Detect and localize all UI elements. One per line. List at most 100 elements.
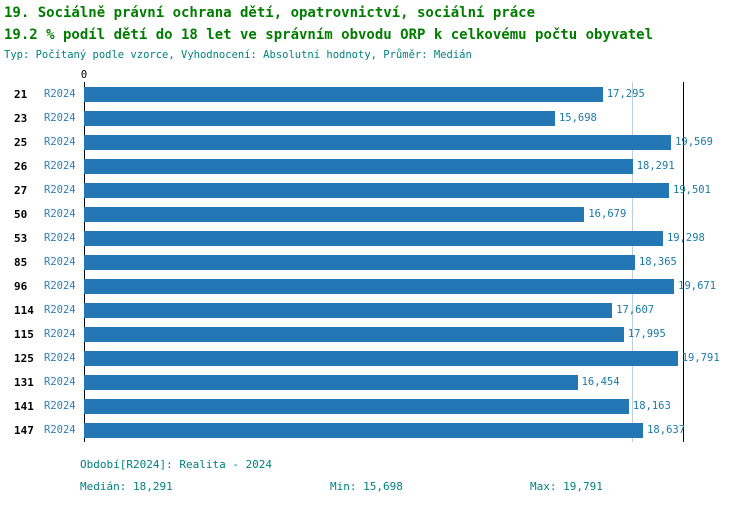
chart-body: 21 R2024 17,295 23 R2024 15,698 25 R2024 19,569 2… bbox=[0, 82, 720, 442]
value-bar: 18,163 bbox=[84, 398, 671, 414]
value-bar: 19,671 bbox=[84, 278, 716, 294]
row-series-label: R2024 bbox=[44, 136, 76, 148]
row-bar-track: 19,671 bbox=[84, 278, 716, 294]
value-bar: 17,295 bbox=[84, 86, 645, 102]
value-bar: 19,791 bbox=[84, 350, 720, 366]
row-series-label: R2024 bbox=[44, 376, 76, 388]
row-category-label: 23 bbox=[14, 111, 28, 125]
value-bar: 17,607 bbox=[84, 302, 654, 318]
row-category-label: 115 bbox=[14, 327, 34, 341]
row-bar-track: 19,298 bbox=[84, 230, 705, 246]
chart-row: 141 R2024 18,163 bbox=[0, 394, 684, 418]
row-bar-track: 19,791 bbox=[84, 350, 720, 366]
chart-row: 114 R2024 17,607 bbox=[0, 298, 684, 322]
chart-row: 85 R2024 18,365 bbox=[0, 250, 684, 274]
value-bar: 19,298 bbox=[84, 230, 705, 246]
chart-row: 27 R2024 19,501 bbox=[0, 178, 711, 202]
row-category-label: 131 bbox=[14, 375, 34, 389]
value-bar: 15,698 bbox=[84, 110, 597, 126]
row-series-label: R2024 bbox=[44, 88, 76, 100]
value-bar: 19,501 bbox=[84, 182, 711, 198]
chart-row: 50 R2024 16,679 bbox=[0, 202, 684, 226]
bar-value-label: 19,671 bbox=[678, 280, 717, 292]
value-bar: 16,454 bbox=[84, 374, 620, 390]
row-category-label: 147 bbox=[14, 423, 34, 437]
row-bar-track: 19,569 bbox=[84, 134, 713, 150]
row-category-label: 125 bbox=[14, 351, 34, 365]
chart-row: 53 R2024 19,298 bbox=[0, 226, 705, 250]
bar-value-label: 15,698 bbox=[558, 112, 597, 124]
chart-row: 115 R2024 17,995 bbox=[0, 322, 684, 346]
row-category-label: 141 bbox=[14, 399, 34, 413]
row-bar-track: 19,501 bbox=[84, 182, 711, 198]
row-category-label: 26 bbox=[14, 159, 28, 173]
value-bar: 18,365 bbox=[84, 254, 677, 270]
row-series-label: R2024 bbox=[44, 280, 76, 292]
row-category-label: 85 bbox=[14, 255, 28, 269]
row-bar-track: 16,679 bbox=[84, 206, 684, 222]
row-bar-track: 15,698 bbox=[84, 110, 684, 126]
bar-value-label: 19,569 bbox=[675, 136, 713, 148]
row-series-label: R2024 bbox=[44, 184, 76, 196]
bar-value-label: 17,995 bbox=[627, 328, 666, 340]
bar-value-label: 16,679 bbox=[588, 208, 627, 220]
value-bar: 17,995 bbox=[84, 326, 666, 342]
chart-row: 23 R2024 15,698 bbox=[0, 106, 684, 130]
chart-row: 26 R2024 18,291 bbox=[0, 154, 684, 178]
bar-value-label: 18,637 bbox=[647, 424, 686, 436]
bar-value-label: 18,365 bbox=[638, 256, 677, 268]
bar-value-label: 19,501 bbox=[673, 184, 711, 196]
row-category-label: 25 bbox=[14, 135, 28, 149]
chart-row: 131 R2024 16,454 bbox=[0, 370, 684, 394]
row-bar-track: 17,995 bbox=[84, 326, 684, 342]
row-series-label: R2024 bbox=[44, 352, 76, 364]
row-series-label: R2024 bbox=[44, 232, 76, 244]
bar-value-label: 19,298 bbox=[666, 232, 705, 244]
value-bar: 18,637 bbox=[84, 422, 685, 438]
row-category-label: 96 bbox=[14, 279, 28, 293]
value-bar: 16,679 bbox=[84, 206, 626, 222]
row-category-label: 114 bbox=[14, 303, 34, 317]
footer-period: Období[R2024]: Realita - 2024 bbox=[80, 458, 273, 471]
value-bar: 19,569 bbox=[84, 134, 713, 150]
footer-min: Min: 15,698 bbox=[330, 480, 403, 493]
footer-median: Medián: 18,291 bbox=[80, 480, 173, 493]
chart-row: 25 R2024 19,569 bbox=[0, 130, 713, 154]
bar-value-label: 17,295 bbox=[606, 88, 645, 100]
row-series-label: R2024 bbox=[44, 328, 76, 340]
row-bar-track: 17,607 bbox=[84, 302, 684, 318]
footer-max: Max: 19,791 bbox=[530, 480, 603, 493]
chart-footer: Období[R2024]: Realita - 2024 Medián: 18… bbox=[80, 458, 750, 493]
bar-value-label: 18,291 bbox=[636, 160, 675, 172]
row-series-label: R2024 bbox=[44, 304, 76, 316]
row-series-label: R2024 bbox=[44, 256, 76, 268]
footer-stats: Medián: 18,291 Min: 15,698 Max: 19,791 bbox=[80, 480, 750, 493]
row-series-label: R2024 bbox=[44, 160, 76, 172]
chart-row: 125 R2024 19,791 bbox=[0, 346, 720, 370]
row-series-label: R2024 bbox=[44, 424, 76, 436]
bar-value-label: 17,607 bbox=[616, 304, 655, 316]
row-bar-track: 18,291 bbox=[84, 158, 684, 174]
report-subtitle: 19.2 % podíl dětí do 18 let ve správním … bbox=[4, 27, 654, 43]
report-meta: Typ: Počítaný podle vzorce, Vyhodnocení:… bbox=[4, 49, 472, 61]
chart-row: 147 R2024 18,637 bbox=[0, 418, 685, 442]
row-series-label: R2024 bbox=[44, 400, 76, 412]
row-series-label: R2024 bbox=[44, 208, 76, 220]
report-title: 19. Sociálně právní ochrana dětí, opatro… bbox=[4, 5, 536, 21]
row-category-label: 27 bbox=[14, 183, 28, 197]
row-category-label: 50 bbox=[14, 207, 28, 221]
row-bar-track: 16,454 bbox=[84, 374, 684, 390]
row-bar-track: 18,163 bbox=[84, 398, 684, 414]
row-series-label: R2024 bbox=[44, 112, 76, 124]
row-bar-track: 17,295 bbox=[84, 86, 684, 102]
chart-row: 21 R2024 17,295 bbox=[0, 82, 684, 106]
x-axis-zero-label: 0 bbox=[80, 69, 88, 81]
chart-row: 96 R2024 19,671 bbox=[0, 274, 716, 298]
bar-value-label: 19,791 bbox=[681, 352, 720, 364]
bar-value-label: 18,163 bbox=[632, 400, 671, 412]
row-category-label: 21 bbox=[14, 87, 28, 101]
row-bar-track: 18,365 bbox=[84, 254, 684, 270]
row-category-label: 53 bbox=[14, 231, 28, 245]
row-bar-track: 18,637 bbox=[84, 422, 685, 438]
